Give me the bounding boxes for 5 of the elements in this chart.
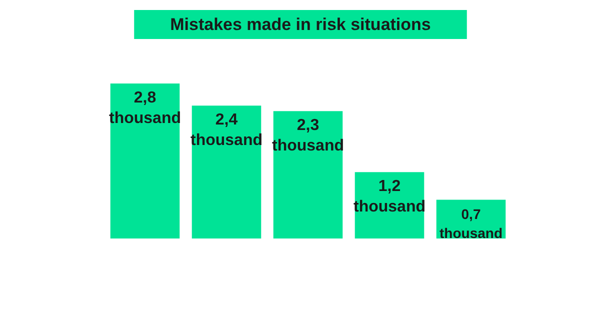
bar [273,111,343,238]
data-label: 0,7 thousand [440,206,503,241]
bar [110,84,180,238]
chart-title: Mistakes made in risk situations [170,15,431,34]
bar [192,106,262,238]
